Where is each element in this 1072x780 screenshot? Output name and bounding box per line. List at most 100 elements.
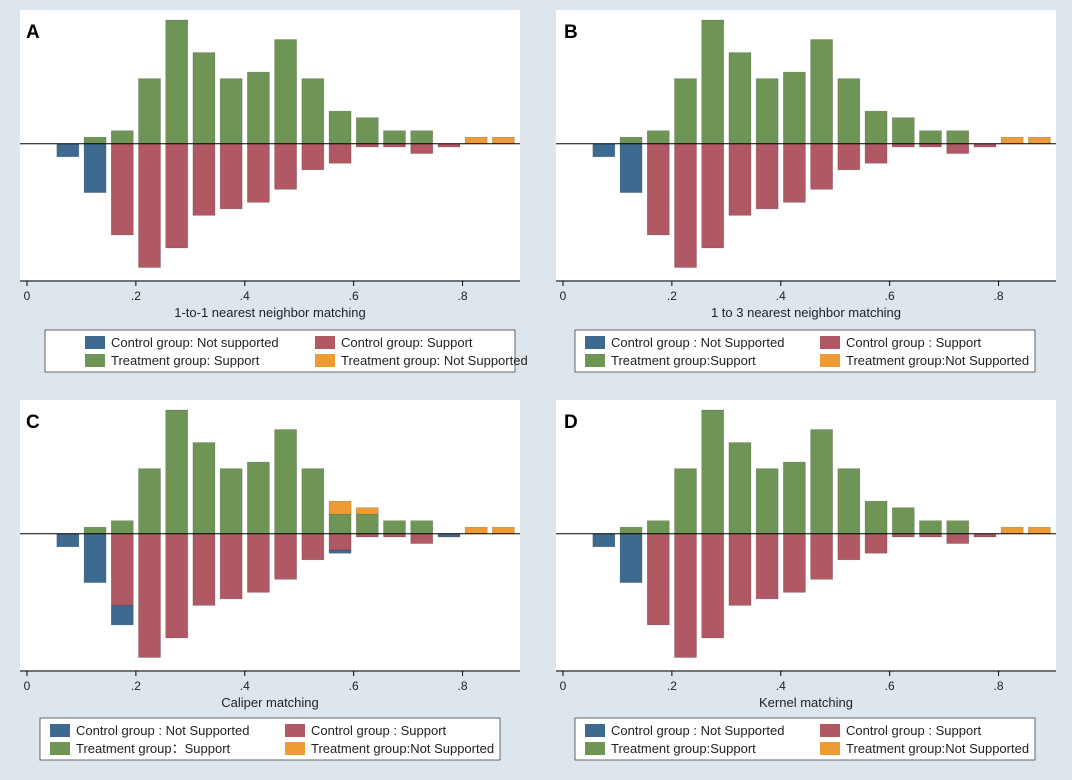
legend-item-control_support: Control group : Support — [820, 723, 982, 738]
bar-treatment_support — [701, 19, 725, 145]
bar-treatment_not_supported — [464, 136, 488, 145]
x-ticks: 0 .2 .4 .6 .8 — [560, 281, 1004, 303]
legend-swatch — [820, 336, 840, 349]
bar-treatment_support — [83, 136, 107, 145]
bar-control_not_supported — [110, 605, 134, 626]
panel-d: D 0 .2 .4 .6 .8 Kernel matching Control grou… — [556, 400, 1056, 761]
x-tick-label: 0 — [24, 289, 31, 303]
legend: Control group : Not Supported Control gro… — [574, 717, 1036, 761]
bar-control_support — [755, 533, 779, 600]
bar-control_support — [946, 143, 970, 154]
bar-treatment_support — [755, 468, 779, 535]
panel-a: A 0 .2 .4 .6 .8 1-to-1 nearest neighbor matc… — [20, 10, 528, 373]
x-ticks: 0 .2 .4 .6 .8 — [560, 671, 1004, 693]
bar-treatment_support — [274, 429, 297, 535]
panel-letter: D — [564, 412, 578, 433]
bar-control_support — [192, 533, 216, 606]
bar-treatment_support — [946, 520, 970, 535]
legend-swatch — [315, 336, 335, 349]
x-tick-label: .2 — [131, 679, 141, 693]
legend-label: Control group : Support — [846, 723, 982, 738]
legend-item-control_not_supported: Control group : Not Supported — [585, 335, 784, 350]
bar-control_support — [755, 143, 779, 210]
legend-item-treatment_not_supported: Treatment group: Not Supported — [315, 353, 528, 368]
bar-treatment_support — [219, 78, 243, 145]
bar-control_support — [864, 533, 888, 554]
series-treatment_support — [83, 19, 434, 145]
legend-item-treatment_not_supported: Treatment group:Not Supported — [285, 741, 494, 756]
panel-letter: A — [26, 22, 40, 43]
series-treatment_support — [619, 19, 970, 145]
bar-control_not_supported — [83, 533, 107, 583]
bar-control_support — [783, 533, 806, 593]
x-tick-label: .8 — [458, 289, 468, 303]
bar-control_support — [701, 533, 725, 639]
legend-swatch — [285, 742, 305, 755]
bar-control_support — [138, 533, 161, 658]
bar-control_support — [274, 533, 297, 580]
bar-control_support — [783, 143, 806, 203]
bar-control_support — [728, 143, 752, 216]
bar-control_support — [810, 533, 833, 580]
bar-treatment_support — [219, 468, 243, 535]
legend-label: Control group : Not Supported — [611, 335, 784, 350]
legend-label: Treatment group:Not Supported — [311, 741, 494, 756]
bar-treatment_support — [919, 130, 942, 145]
legend-item-treatment_support: Treatment group：Support — [50, 741, 231, 756]
bar-series — [592, 409, 1051, 658]
bar-control_not_supported — [619, 143, 643, 193]
bar-treatment_support — [919, 520, 942, 535]
bar-treatment_support — [410, 520, 434, 535]
bar-treatment_support — [83, 526, 107, 535]
legend-swatch — [820, 354, 840, 367]
bar-treatment_not_supported — [1000, 136, 1024, 145]
legend-item-control_not_supported: Control group : Not Supported — [50, 723, 249, 738]
x-tick-label: .2 — [667, 289, 677, 303]
x-tick-label: .8 — [458, 679, 468, 693]
bar-treatment_support — [274, 39, 297, 145]
bar-treatment_not_supported — [1028, 526, 1051, 535]
bar-treatment_support — [755, 78, 779, 145]
legend-swatch — [585, 724, 605, 737]
bar-series — [592, 19, 1051, 268]
series-control_support — [646, 533, 997, 658]
bar-control_support — [410, 143, 434, 154]
x-axis-title: 1-to-1 nearest neighbor matching — [174, 305, 366, 320]
legend-swatch — [85, 354, 105, 367]
panel-letter: C — [26, 412, 40, 433]
bar-control_not_supported — [619, 533, 643, 583]
bar-treatment_support — [946, 130, 970, 145]
bar-control_support — [192, 143, 216, 216]
legend-label: Treatment group: Not Supported — [341, 353, 528, 368]
x-tick-label: 0 — [24, 679, 31, 693]
legend-box — [44, 329, 516, 373]
bar-control_support — [837, 143, 861, 171]
legend-item-control_support: Control group : Support — [285, 723, 447, 738]
bar-treatment_support — [247, 71, 270, 145]
bar-control_not_supported — [56, 533, 80, 548]
legend: Control group : Not Supported Control gro… — [574, 329, 1036, 373]
bar-treatment_support — [646, 520, 670, 535]
bar-control_support — [837, 533, 861, 561]
bar-treatment_support — [891, 507, 915, 535]
bar-treatment_support — [301, 78, 325, 145]
bar-treatment_support — [247, 461, 270, 535]
bar-control_support — [810, 143, 833, 190]
bar-control_support — [701, 143, 725, 249]
bar-treatment_not_supported — [492, 526, 515, 535]
bar-treatment_support — [383, 520, 406, 535]
bar-treatment_support — [810, 429, 833, 535]
x-axis-title: 1 to 3 nearest neighbor matching — [711, 305, 901, 320]
bar-treatment_support — [891, 117, 915, 145]
bar-treatment_support — [728, 52, 752, 145]
legend-item-treatment_support: Treatment group:Support — [585, 741, 756, 756]
bar-control_support — [646, 143, 670, 236]
bar-control_not_supported — [83, 143, 107, 193]
bar-control_support — [138, 143, 161, 268]
bar-treatment_support — [837, 468, 861, 535]
legend-label: Control group : Not Supported — [611, 723, 784, 738]
bar-control_not_supported — [328, 549, 352, 554]
bar-control_support — [219, 533, 243, 600]
bar-treatment_support — [328, 110, 352, 145]
